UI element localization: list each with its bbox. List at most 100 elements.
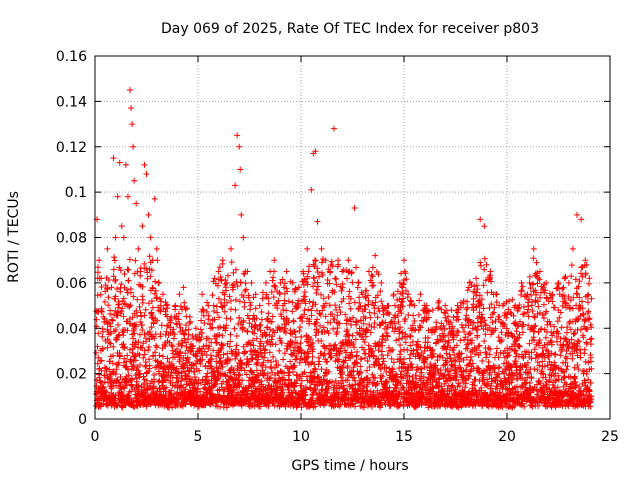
data-point: [404, 346, 411, 353]
data-point: [252, 348, 259, 355]
data-point: [263, 291, 270, 298]
data-point: [228, 297, 235, 304]
data-point: [143, 265, 150, 272]
data-point: [163, 328, 170, 335]
data-point: [105, 294, 112, 301]
data-point: [253, 315, 260, 322]
data-point: [137, 361, 144, 368]
data-point: [158, 360, 165, 367]
data-point: [408, 361, 415, 368]
data-point: [259, 295, 266, 302]
data-point: [117, 353, 124, 360]
data-point: [414, 338, 421, 345]
data-point: [225, 272, 232, 279]
data-point: [236, 372, 243, 379]
data-point: [477, 259, 484, 266]
data-point: [160, 353, 167, 360]
data-point: [434, 305, 441, 312]
data-point: [584, 292, 591, 299]
data-point: [521, 310, 528, 317]
data-point: [330, 326, 337, 333]
data-point: [463, 306, 470, 313]
data-point: [529, 308, 536, 315]
data-point: [125, 277, 132, 284]
data-point: [379, 348, 386, 355]
data-point: [132, 357, 139, 364]
data-point: [258, 362, 265, 369]
data-point: [251, 330, 258, 337]
data-point: [113, 366, 120, 373]
data-point: [177, 303, 184, 310]
data-point: [261, 354, 268, 361]
data-point: [405, 311, 412, 318]
data-point: [221, 392, 228, 399]
data-point: [257, 321, 264, 328]
data-point: [107, 310, 114, 317]
data-point: [530, 255, 537, 262]
data-point: [103, 318, 110, 325]
data-point: [98, 367, 105, 374]
data-point: [240, 317, 247, 324]
data-point: [197, 326, 204, 333]
data-point: [229, 376, 236, 383]
data-point: [117, 267, 124, 274]
data-point: [266, 375, 273, 382]
data-point: [107, 340, 114, 347]
data-point: [214, 282, 221, 289]
data-point: [200, 343, 207, 350]
data-point: [104, 344, 111, 351]
data-point: [259, 362, 266, 369]
data-point: [232, 346, 239, 353]
data-point: [130, 335, 137, 342]
data-point: [301, 307, 308, 314]
data-point: [227, 366, 234, 373]
data-point: [150, 352, 157, 359]
data-point: [366, 309, 373, 316]
data-point: [126, 346, 133, 353]
data-point: [125, 372, 132, 379]
data-point: [140, 373, 147, 380]
data-point: [289, 308, 296, 315]
data-point: [493, 345, 500, 352]
data-point: [221, 308, 228, 315]
data-point: [287, 358, 294, 365]
data-point: [169, 343, 176, 350]
data-point: [149, 304, 156, 311]
data-point: [206, 359, 213, 366]
data-point: [101, 364, 108, 371]
data-point: [379, 342, 386, 349]
data-point: [305, 306, 312, 313]
data-point: [270, 354, 277, 361]
data-point: [481, 255, 488, 262]
data-point: [135, 338, 142, 345]
data-point: [211, 316, 218, 323]
data-point: [556, 314, 563, 321]
data-point: [256, 322, 263, 329]
data-point: [292, 334, 299, 341]
data-point: [154, 295, 161, 302]
data-point: [112, 276, 119, 283]
data-point: [442, 314, 449, 321]
data-point: [124, 352, 131, 359]
data-point: [141, 260, 148, 267]
data-point: [104, 336, 111, 343]
data-point: [316, 358, 323, 365]
data-point: [248, 323, 255, 330]
data-point: [168, 342, 175, 349]
data-point: [98, 308, 105, 315]
data-point: [473, 304, 480, 311]
data-point: [468, 353, 475, 360]
data-point: [199, 346, 206, 353]
data-point: [157, 295, 164, 302]
data-point: [141, 347, 148, 354]
data-point: [219, 332, 226, 339]
data-point: [411, 318, 418, 325]
data-point: [205, 312, 212, 319]
data-point: [407, 297, 414, 304]
data-point: [137, 309, 144, 316]
data-point: [121, 270, 128, 277]
data-point: [585, 280, 592, 287]
data-point: [180, 355, 187, 362]
data-point: [189, 361, 196, 368]
data-point: [242, 280, 249, 287]
